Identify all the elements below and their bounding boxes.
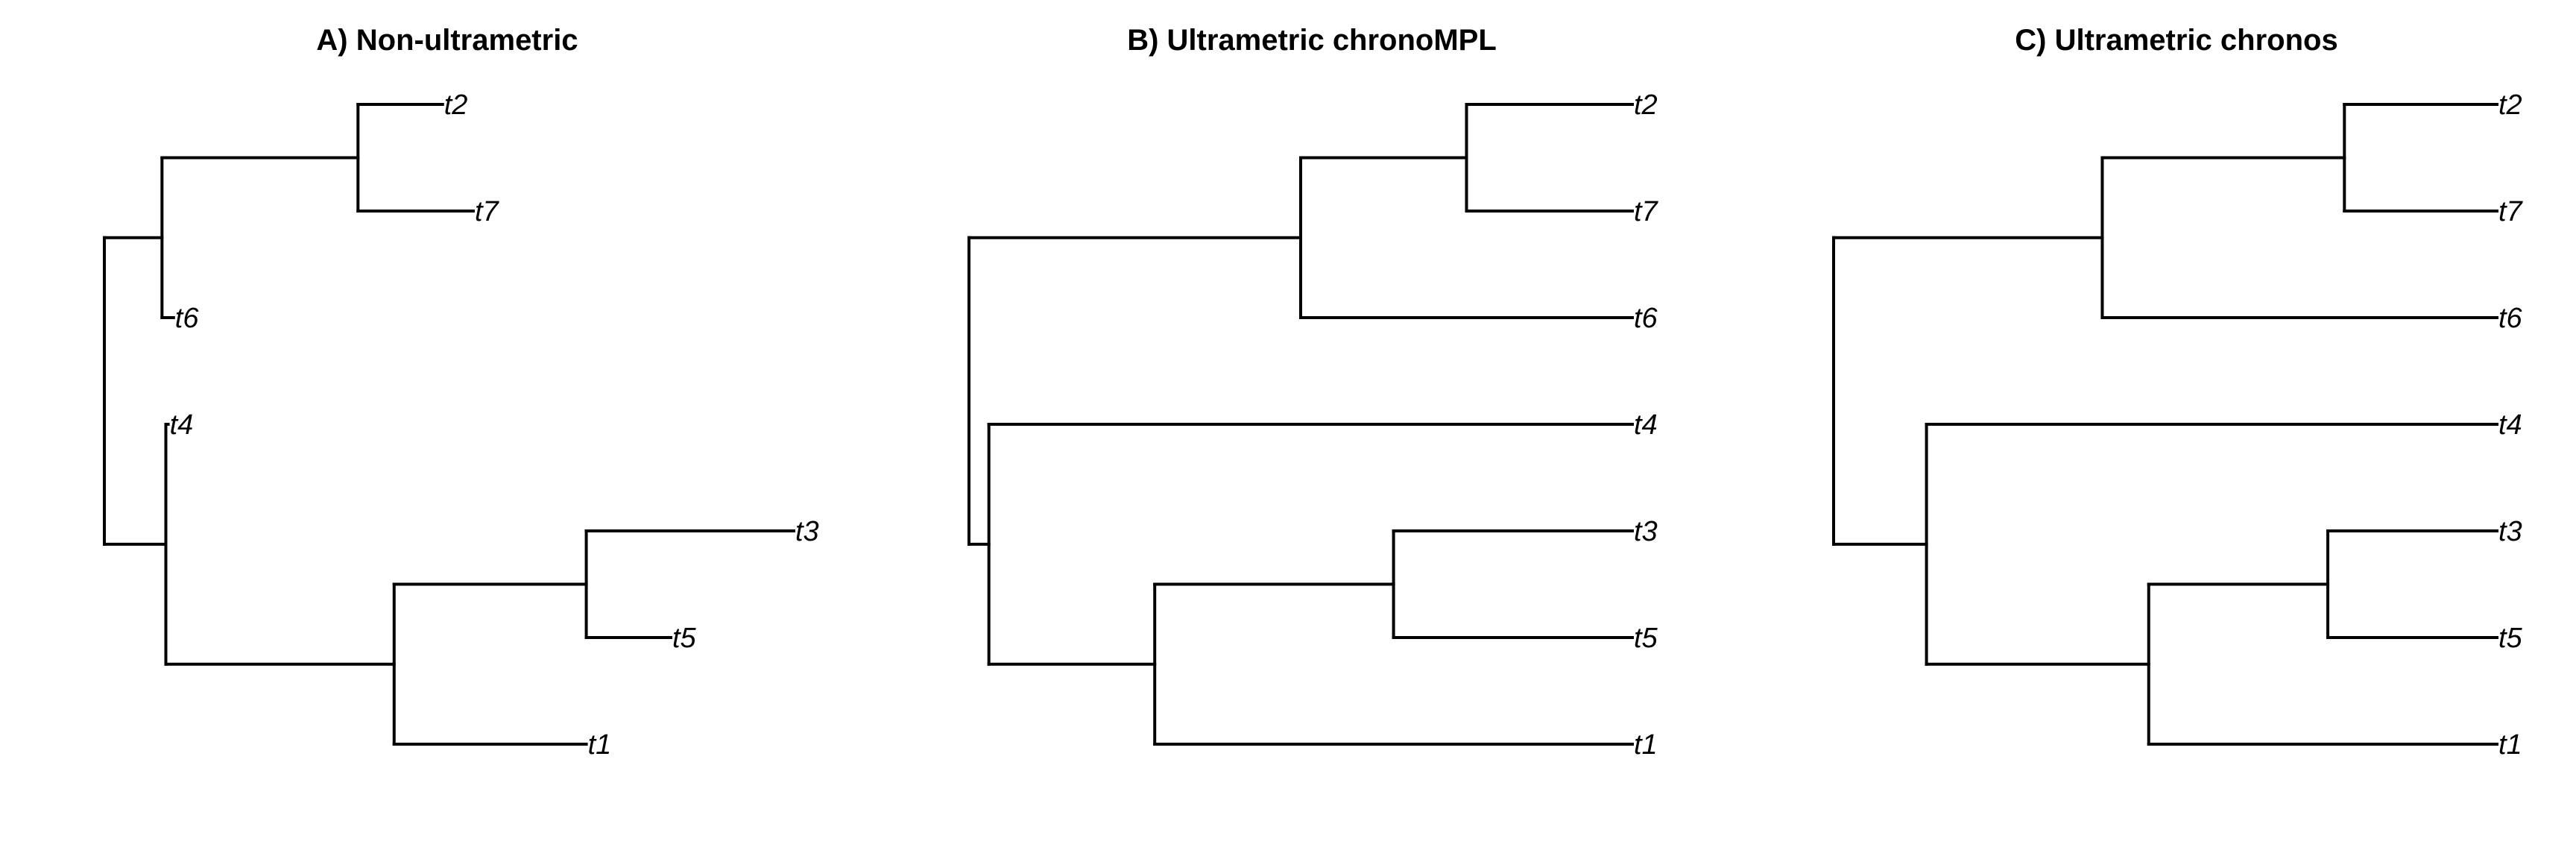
- tip-label-t2: t2: [2498, 89, 2522, 121]
- tip-label-t1: t1: [1634, 729, 1658, 761]
- tip-label-t6: t6: [175, 303, 200, 334]
- tip-label-t1: t1: [588, 729, 612, 761]
- tip-label-t3: t3: [1634, 516, 1658, 547]
- tip-label-t1: t1: [2498, 729, 2522, 761]
- tip-label-t2: t2: [444, 89, 468, 121]
- tip-label-t6: t6: [2498, 303, 2523, 334]
- tip-label-t3: t3: [2498, 516, 2522, 547]
- panel-c: C) Ultrametric chronos t2 t7 t6 t4 t3 t5 t1: [1832, 24, 2524, 761]
- panel-b: B) Ultrametric chronoMPL t2 t7 t6 t4 t3 t5 t1: [967, 24, 1659, 761]
- panel-a: A) Non-ultrametric t2 t7 t6 t4 t3 t5 t1: [103, 24, 819, 761]
- panel-b-tree: t2 t7 t6 t4 t3 t5 t1: [967, 89, 1659, 761]
- panel-c-tree: t2 t7 t6 t4 t3 t5 t1: [1832, 89, 2524, 761]
- tip-label-t7: t7: [1634, 196, 1659, 227]
- panel-a-title: A) Non-ultrametric: [316, 24, 578, 57]
- tip-label-t4: t4: [2498, 409, 2522, 441]
- tip-label-t7: t7: [475, 196, 500, 227]
- panel-a-tree: t2 t7 t6 t4 t3 t5 t1: [103, 89, 819, 761]
- tip-label-t2: t2: [1634, 89, 1658, 121]
- tip-label-t5: t5: [1634, 623, 1658, 654]
- tip-label-t4: t4: [170, 409, 194, 441]
- panel-c-title: C) Ultrametric chronos: [2015, 24, 2337, 57]
- tip-label-t6: t6: [1634, 303, 1658, 334]
- tip-label-t7: t7: [2498, 196, 2524, 227]
- panel-b-title: B) Ultrametric chronoMPL: [1127, 24, 1497, 57]
- tip-label-t4: t4: [1634, 409, 1658, 441]
- tip-label-t5: t5: [2498, 623, 2523, 654]
- tip-label-t3: t3: [795, 516, 819, 547]
- tip-label-t5: t5: [672, 623, 697, 654]
